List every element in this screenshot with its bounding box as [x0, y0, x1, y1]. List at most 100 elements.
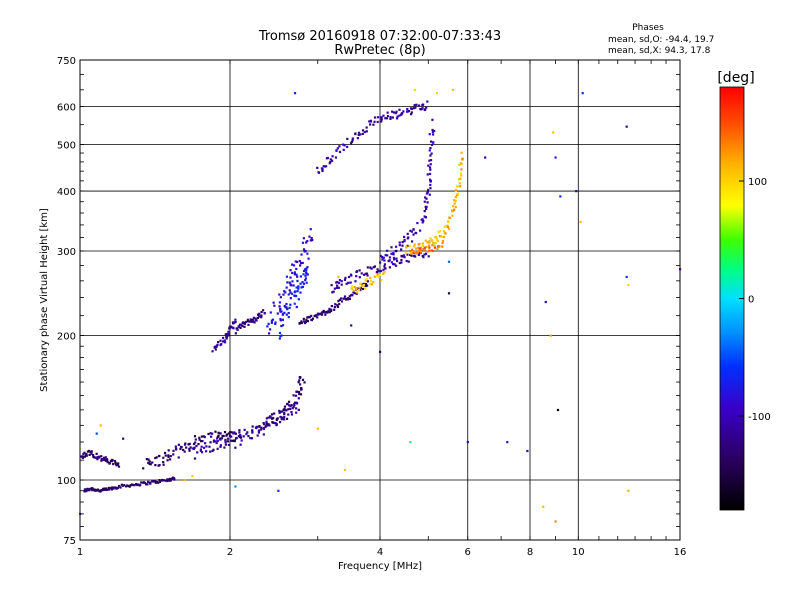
echo-point — [193, 446, 196, 449]
echo-point — [323, 310, 326, 313]
echo-point — [336, 147, 339, 150]
echo-point — [90, 452, 93, 455]
echo-point — [107, 486, 111, 490]
echo-point — [200, 451, 204, 454]
echo-point — [432, 141, 435, 144]
echo-point — [331, 291, 334, 294]
echo-point — [291, 271, 294, 275]
echo-point — [426, 201, 429, 204]
echo-point — [406, 244, 409, 247]
echo-point — [135, 483, 138, 486]
echo-point — [259, 428, 263, 431]
echo-point — [160, 478, 164, 482]
echo-point — [454, 200, 457, 203]
echo-point — [405, 259, 408, 263]
echo-point — [349, 294, 353, 297]
echo-point — [417, 253, 420, 257]
echo-point — [305, 272, 308, 275]
echo-point — [300, 387, 303, 390]
echo-point — [286, 281, 289, 284]
echo-point — [357, 287, 360, 290]
echo-point — [354, 280, 357, 283]
echo-point — [94, 456, 97, 459]
echo-point — [279, 296, 282, 299]
echo-point — [458, 182, 461, 185]
echo-point — [293, 302, 296, 305]
echo-point — [243, 325, 246, 328]
echo-point — [337, 281, 341, 285]
echo-point — [442, 235, 446, 239]
echo-point — [406, 232, 409, 235]
echo-point — [328, 311, 331, 314]
echo-point — [426, 250, 429, 253]
echo-point — [309, 228, 312, 231]
echo-point — [296, 260, 299, 264]
echo-point — [336, 305, 340, 308]
echo-point — [421, 107, 424, 110]
echo-point — [369, 120, 373, 123]
echo-point — [431, 130, 435, 134]
echo-point — [403, 256, 406, 259]
echo-point — [232, 321, 236, 324]
echo-point — [256, 316, 259, 320]
echo-point — [100, 455, 103, 458]
echo-point — [225, 433, 229, 436]
echo-point — [279, 309, 282, 312]
echo-point — [247, 323, 250, 326]
echo-point — [293, 402, 296, 406]
echo-point — [466, 441, 469, 444]
echo-point — [432, 242, 435, 245]
echo-point — [289, 269, 292, 272]
echo-point — [267, 423, 270, 427]
echo-point — [421, 242, 424, 245]
echo-point — [102, 456, 106, 459]
echo-point — [321, 169, 324, 173]
echo-point — [338, 303, 341, 306]
echo-point — [433, 246, 437, 249]
echo-point — [361, 284, 364, 287]
echo-point — [422, 219, 425, 223]
echo-point — [411, 248, 414, 251]
echo-point — [151, 461, 154, 464]
echo-point — [267, 322, 270, 325]
echo-point — [224, 439, 227, 443]
echo-point — [318, 313, 321, 316]
y-tick-label: 600 — [57, 103, 76, 114]
echo-point — [370, 283, 373, 286]
echo-point — [271, 318, 275, 321]
echo-point — [219, 339, 222, 342]
echo-point — [398, 114, 401, 117]
echo-point — [433, 244, 436, 247]
echo-point — [155, 456, 158, 459]
echo-point — [243, 322, 246, 325]
echo-point — [385, 117, 388, 120]
echo-point — [163, 479, 166, 482]
echo-point — [273, 412, 276, 415]
echo-point — [279, 319, 282, 322]
y-tick-label: 500 — [57, 141, 76, 152]
echo-point — [379, 269, 383, 273]
echo-point — [389, 116, 392, 119]
echo-point — [280, 310, 283, 313]
colorbar-ticks: 100 0 -100 — [739, 177, 771, 423]
echo-point — [412, 245, 416, 248]
echo-point — [330, 308, 333, 311]
echo-point — [435, 238, 439, 241]
echo-point — [394, 250, 397, 253]
echo-point — [265, 422, 268, 425]
echo-point — [294, 294, 298, 298]
echo-point — [86, 450, 90, 453]
echo-point — [306, 320, 309, 323]
echo-point — [217, 431, 220, 434]
echo-point — [262, 421, 265, 425]
echo-point — [414, 106, 417, 109]
echo-point — [428, 249, 431, 252]
echo-point — [205, 450, 208, 453]
phases-line-x: mean, sd,X: 94.3, 17.8 — [608, 46, 711, 56]
echo-point — [301, 241, 305, 244]
x-axis-label: Frequency [MHz] — [338, 561, 422, 572]
echo-point — [278, 420, 282, 424]
echo-point — [627, 489, 630, 492]
echo-point — [348, 295, 351, 298]
echo-point — [251, 431, 254, 434]
